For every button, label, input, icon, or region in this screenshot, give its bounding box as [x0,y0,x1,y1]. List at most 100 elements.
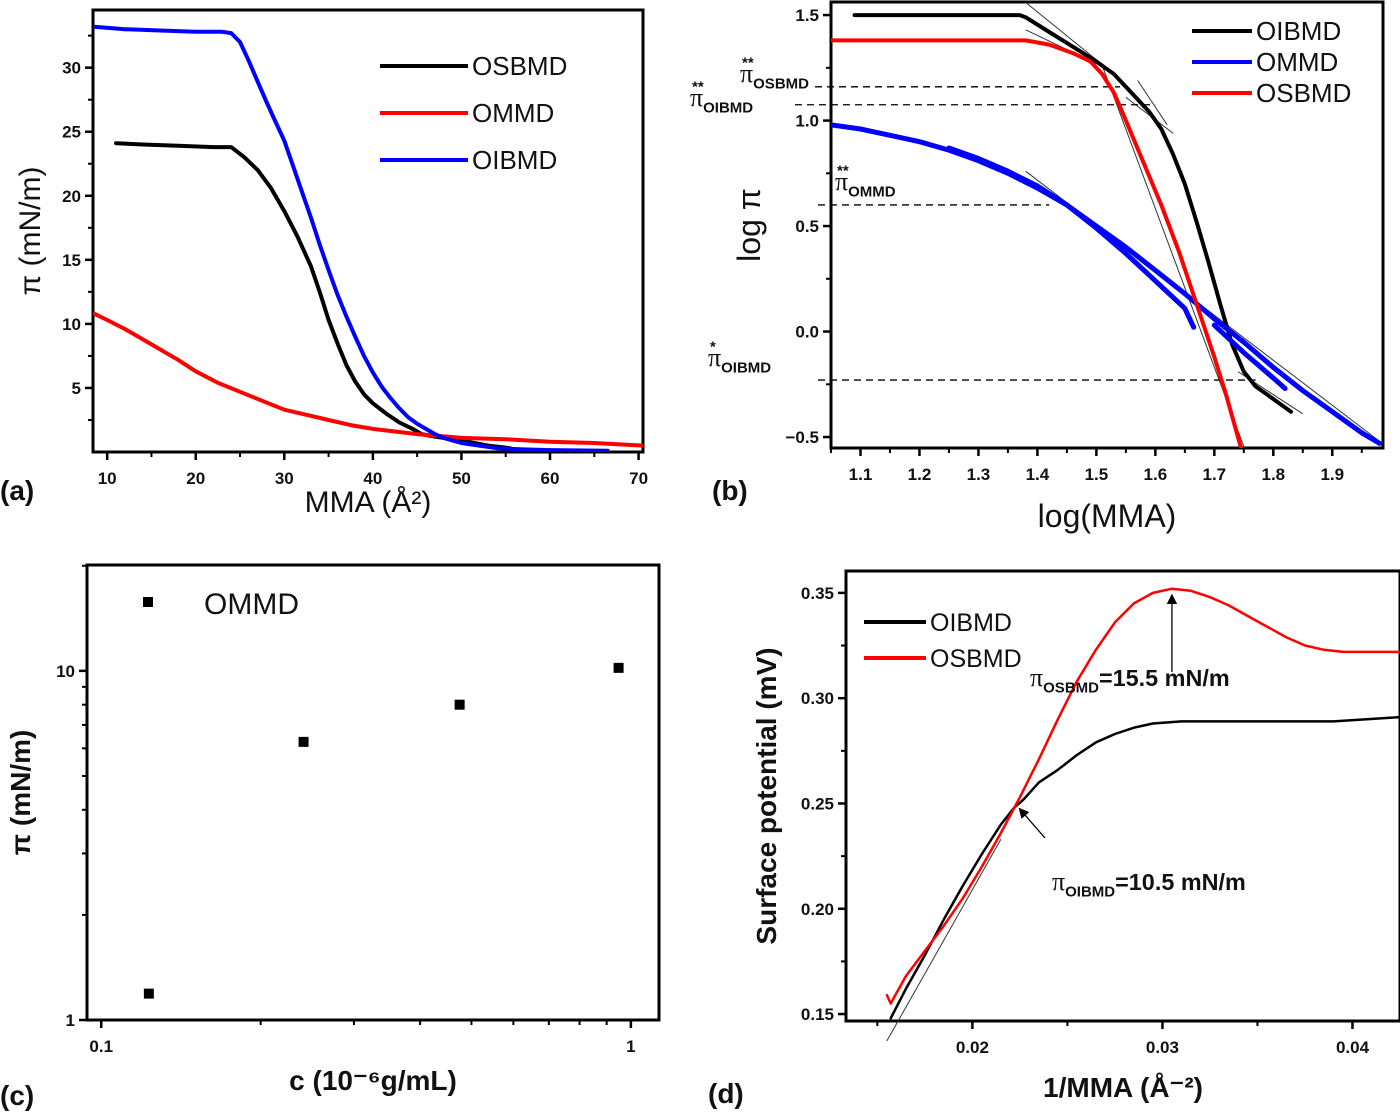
fit-line [886,839,1002,1042]
plot-frame [829,0,1385,450]
annotation-pi-oibmd: πOIBMD=10.5 mN/m [1052,867,1246,901]
superscript: * [710,339,716,356]
x-tick-label: 1 [626,1037,635,1056]
annotations: πOSBMD=15.5 mN/m πOIBMD=10.5 mN/m [1018,593,1246,901]
panel-label: (a) [0,475,34,506]
annotation-value: =10.5 mN/m [1115,869,1246,895]
subscript: OSBMD [753,76,809,93]
x-tick-label: 1.3 [967,465,991,484]
series-group [143,662,624,999]
legend: OMMD [143,588,299,621]
legend-label-osbmd: OSBMD [1256,78,1351,108]
plot-frame [85,563,661,1022]
legend-label-oibmd: OIBMD [472,145,557,175]
superscript: ** [692,79,704,96]
x-tick-label: 1.5 [1085,465,1109,484]
panel-label: (d) [708,1078,744,1109]
annotation-pi-ommd: πOMMD [835,167,896,201]
series-group [93,24,643,452]
pi-symbol: π [1052,867,1065,896]
data-point-ommd [298,736,309,747]
y-axis-title: π (mN/m) [14,167,47,296]
x-axis-title: MMA (Å²) [305,486,432,519]
y-tick-label: 10 [62,315,81,334]
x-tick-label: 1.1 [849,465,873,484]
x-tick-label: 30 [275,469,294,488]
pi-symbol: π [740,59,753,88]
y-tick-label: −0.5 [785,428,819,447]
series-group [885,587,1400,1020]
x-axis-title: c (10⁻⁶g/mL) [289,1065,457,1096]
panel-c: 0.1 1 1 10 c (10⁻⁶g/mL) π (mN/m) (c) OMMD [0,563,661,1111]
legend: OIBMD OSBMD [864,609,1022,673]
subscript: OIBMD [703,100,753,117]
data-point-ommd [143,988,154,999]
superscript: ** [837,163,849,180]
data-point-ommd [613,662,624,673]
annotation-arrow [1018,807,1046,839]
legend-label-ommd: OMMD [1256,47,1338,77]
x-tick-label: 1.8 [1261,465,1285,484]
y-tick-label: 1.5 [795,6,819,25]
y-tick-label: 15 [62,251,81,270]
annotation-pi-oibmd: πOIBMD [690,83,753,117]
plot-frame [844,569,1400,1023]
legend-label-osbmd: OSBMD [930,645,1022,673]
panel-label: (b) [712,475,748,506]
annotation-pi-osbmd: πOSBMD [740,59,809,93]
y-tick-label: 1.0 [795,112,819,131]
y-tick-label: 0.5 [795,217,819,236]
legend-marker-square [143,597,153,607]
x-tick-label: 0.04 [1336,1038,1370,1057]
x-tick-label: 10 [98,469,117,488]
legend-label-ommd: OMMD [472,98,554,128]
series-line-ommd-repeat- [946,145,1197,330]
series-line-oibmd [93,24,610,452]
legend-label-oibmd: OIBMD [930,609,1012,637]
dashed-lines [795,86,1256,381]
series-line-ommd-repeat-2- [1211,322,1288,391]
panel-d: 0.02 0.03 0.04 0.15 0.20 0.25 0.30 0.35 1/MMA (Å… [708,569,1400,1109]
x-tick-label: 1.9 [1320,465,1344,484]
annotations: πOSBMD**πOIBMD**πOMMD**πOIBMD* [690,55,896,377]
panel-a: 10 20 30 40 50 60 70 5 10 15 20 25 30 MMA (Å²) π (mN/m… [0,8,648,519]
x-tick-label: 1.2 [908,465,932,484]
series-line-ommd [93,311,643,448]
x-axis-title: log(MMA) [1038,498,1177,534]
fit-line [1137,80,1168,126]
panel-label: (c) [0,1080,34,1111]
series-line-oibmd [852,13,1293,414]
x-tick-label: 20 [186,469,205,488]
y-axis-title: π (mN/m) [5,730,36,856]
superscript: ** [742,55,754,72]
series-line-osbmd [831,38,1243,448]
series-group [831,13,1382,448]
y-axis-title: log π [731,188,767,262]
x-tick-label: 1.4 [1026,465,1050,484]
x-tick-label: 70 [629,469,648,488]
subscript: OMMD [848,184,896,201]
subscript: OIBMD [721,360,771,377]
y-tick-label: 0.30 [801,689,834,708]
annotation-pi-osbmd: πOSBMD=15.5 mN/m [1030,663,1230,697]
pi-symbol: π [708,343,721,372]
y-tick-label: 0.35 [801,584,834,603]
series-line-ommd [831,122,1382,446]
y-tick-label: 25 [62,123,81,142]
pi-symbol: π [835,167,848,196]
x-tick-label: 0.1 [89,1037,113,1056]
subscript: OIBMD [1065,884,1115,901]
y-tick-label: 1 [66,1011,75,1030]
pi-symbol: π [690,83,703,112]
x-tick-label: 40 [363,469,382,488]
y-axis-title: Surface potential (mV) [751,647,782,944]
y-tick-label: 0.20 [801,900,834,919]
legend: OSBMD OMMD OIBMD [380,51,567,175]
y-tick-label: 5 [72,379,81,398]
legend-label-oibmd: OIBMD [1256,16,1341,46]
x-tick-label: 0.02 [956,1038,989,1057]
x-axis-title: 1/MMA (Å⁻²) [1043,1072,1203,1103]
y-tick-label: 0.0 [795,323,819,342]
